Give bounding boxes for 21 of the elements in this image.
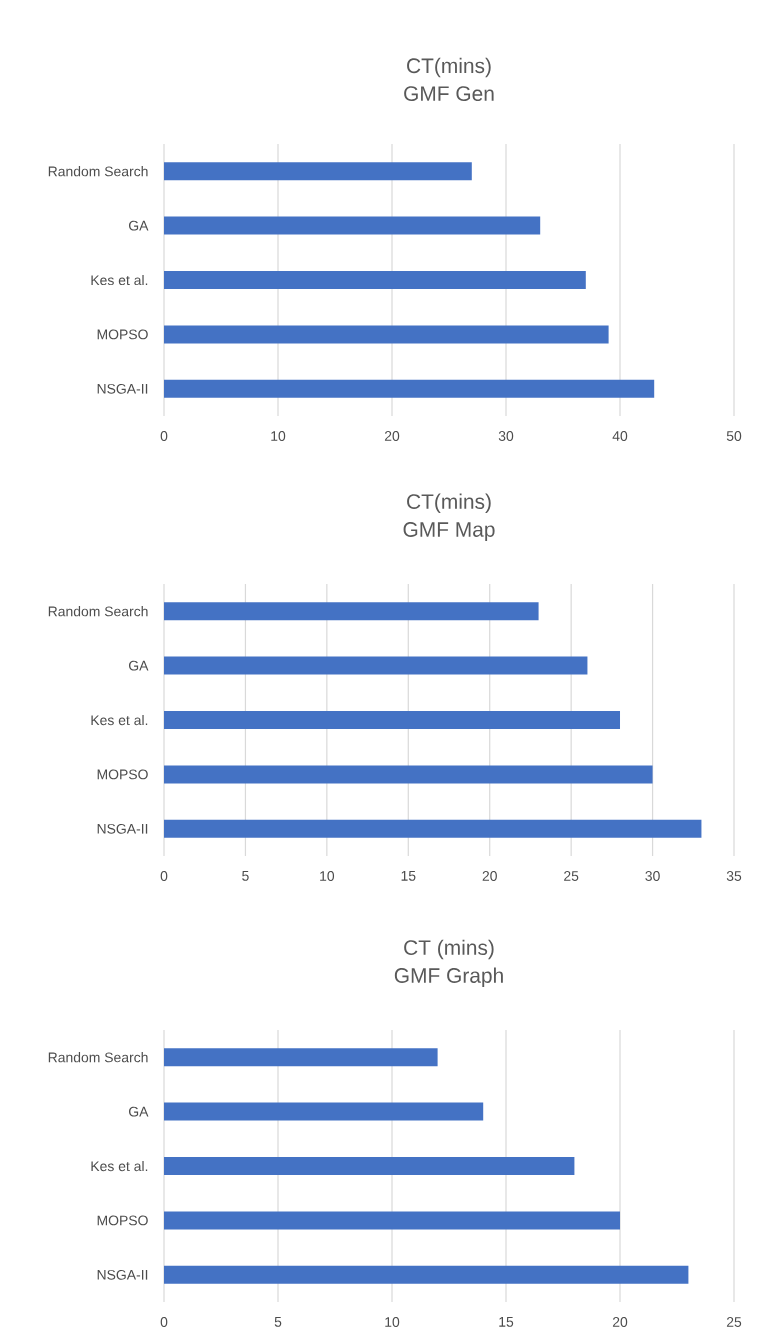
bar [164, 711, 621, 730]
chart-subtitle: GMF Gen [404, 86, 494, 102]
chart-subtitle: GMF Graph [394, 967, 503, 988]
bar [164, 216, 541, 235]
chart-subtitle: GMF Map [403, 522, 495, 542]
bar [164, 765, 653, 784]
bar [164, 1211, 621, 1230]
chart-title: CT(mins) [407, 57, 491, 78]
chart-title: CT(mins) [407, 493, 491, 514]
bar [164, 1102, 484, 1121]
bar [164, 379, 655, 398]
bar [164, 1048, 438, 1067]
bar [164, 819, 702, 838]
chart-title: CT (mins) [404, 939, 494, 960]
bar [164, 325, 609, 344]
bar [164, 602, 539, 621]
bar [164, 271, 586, 290]
bar [164, 1265, 689, 1284]
bar [164, 162, 472, 181]
bar [164, 656, 588, 675]
bar [164, 1157, 575, 1176]
